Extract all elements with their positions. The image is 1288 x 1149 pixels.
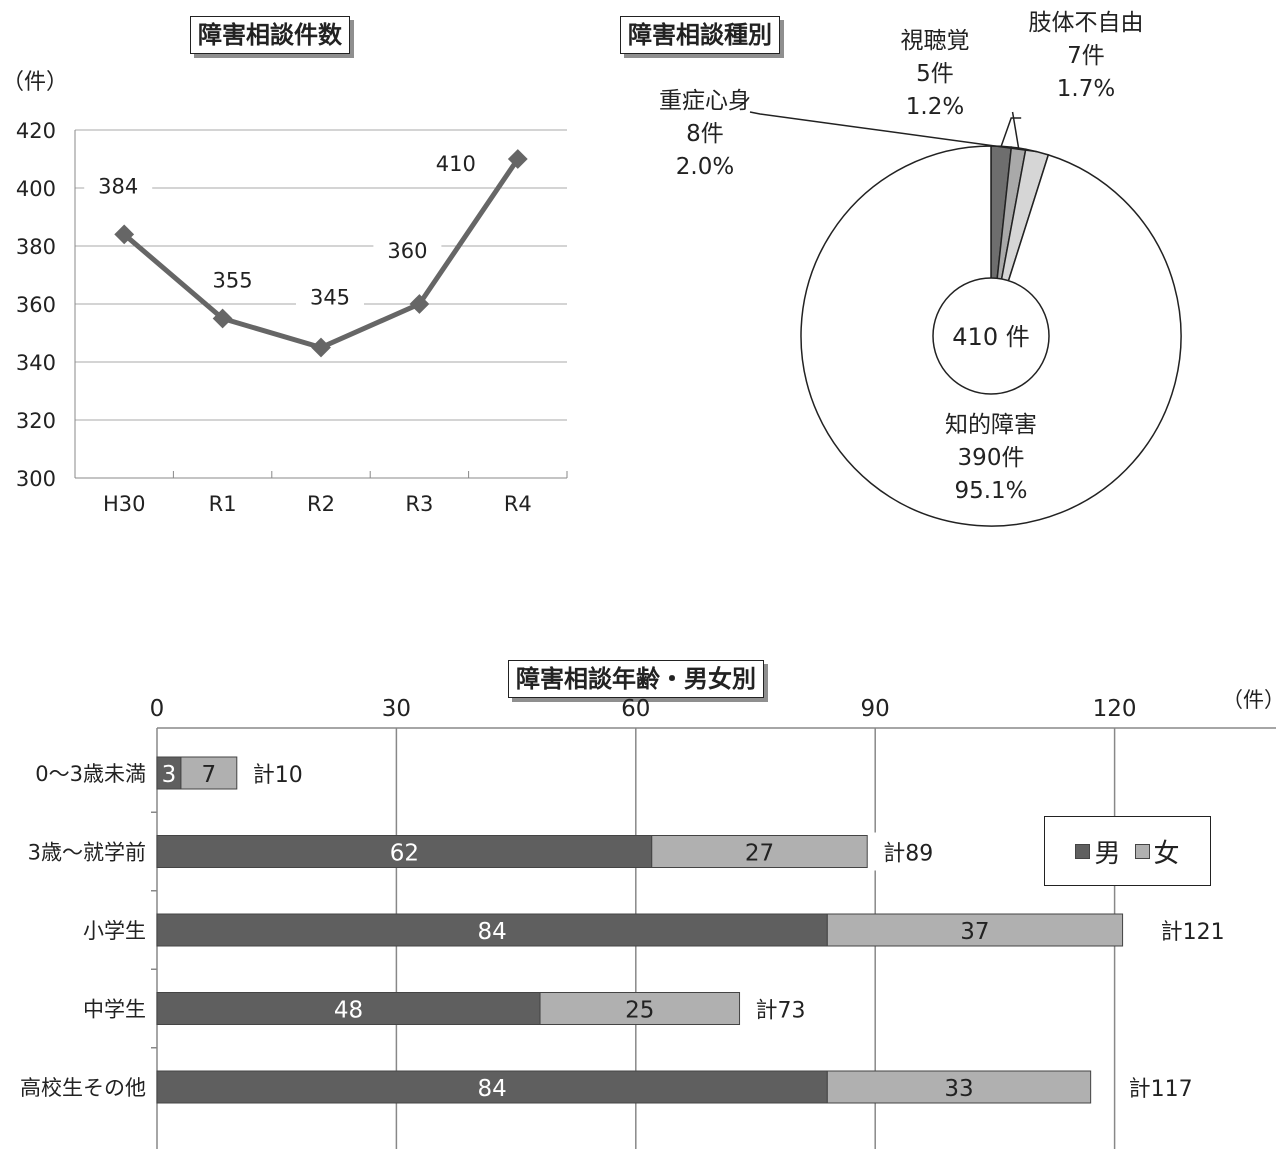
y-tick-label: 360: [16, 293, 56, 317]
x-tick-label: 0: [150, 696, 165, 722]
bar-segment-female: [539, 992, 741, 1025]
data-label-bg: [373, 237, 442, 265]
bar-data-label: 62: [390, 841, 419, 867]
y-tick-label: 420: [16, 119, 56, 143]
x-tick-label: R2: [307, 492, 335, 516]
data-point-marker: [114, 224, 135, 245]
data-label-bg: [296, 283, 364, 312]
pie-chart: 410 件 肢体不自由 7件 1.7% 視聴覚 5件 1.2% 重症心身 8件 2.0% 知的障害 3…: [659, 10, 1182, 527]
data-label: 360: [387, 239, 427, 263]
pie-label-name: 肢体不自由: [1029, 10, 1144, 36]
bar-data-label: 48: [334, 998, 363, 1024]
pie-center-label: 410 件: [952, 323, 1029, 351]
pie-leader-line: [1000, 117, 1022, 147]
y-tick-label: 3歳～就学前: [28, 841, 146, 865]
line-chart-unit-label: （件）: [2, 70, 69, 95]
x-tick-label: R4: [504, 492, 532, 516]
y-tick-label: 中学生: [83, 998, 146, 1022]
bar-total-label: 計10: [253, 763, 303, 788]
y-tick-label: 0～3歳未満: [35, 762, 146, 786]
data-label: 345: [310, 286, 350, 310]
bar-segment-female: [826, 913, 1124, 947]
x-tick-label: 120: [1093, 696, 1137, 722]
bar-chart-title: 障害相談年齢・男女別: [508, 660, 764, 698]
legend-item-female: 女: [1134, 833, 1180, 870]
x-tick-label: 30: [382, 696, 411, 722]
pie-label-name: 知的障害: [945, 412, 1037, 438]
bar-data-label: 33: [944, 1076, 973, 1102]
bar-data-label: 7: [202, 762, 217, 788]
x-tick-label: 60: [621, 696, 650, 722]
data-label: 410: [436, 152, 476, 176]
bar-data-label: 27: [745, 841, 774, 867]
bar-total-label: 計121: [1161, 920, 1225, 945]
data-label-bg: [84, 172, 153, 201]
bar-chart-legend: 男 女: [1044, 816, 1211, 886]
y-tick-label: 小学生: [83, 919, 146, 943]
bar-segment-male: [156, 1070, 828, 1104]
bar-segment-male: [156, 992, 541, 1025]
data-label-bg: [198, 266, 267, 295]
x-tick-label: H30: [103, 492, 146, 516]
pie-label-count: 8件: [686, 121, 724, 147]
pie-label-percent: 2.0%: [676, 154, 734, 180]
pie-center-hole: [932, 277, 1050, 395]
data-label: 355: [213, 269, 253, 293]
pie-label-percent: 95.1%: [954, 478, 1027, 504]
line-chart-title: 障害相談件数: [190, 16, 350, 54]
y-tick-label: 300: [16, 467, 56, 491]
legend-label-female: 女: [1153, 838, 1180, 869]
line-chart: 300 320 340 360 380 400 420 H30 R1 R2 R3 R4 384 355 34…: [16, 119, 568, 516]
pie-label-percent: 1.7%: [1057, 76, 1115, 102]
data-point-marker: [409, 294, 430, 314]
legend-swatch-male: [1075, 843, 1091, 859]
y-tick-label: 340: [16, 351, 56, 375]
bar-data-label: 84: [478, 919, 507, 945]
bar-data-label: 37: [960, 919, 989, 945]
bar-total-label: 計117: [1129, 1077, 1193, 1102]
x-tick-label: R3: [405, 492, 433, 516]
y-tick-label: 高校生その他: [20, 1076, 146, 1100]
data-label: 384: [98, 174, 138, 198]
bar-total-label: 計73: [756, 999, 806, 1024]
pie-label-name: 視聴覚: [901, 28, 970, 54]
x-tick-label: R1: [209, 492, 237, 516]
y-tick-label: 320: [16, 409, 56, 433]
bar-segment-female: [826, 1070, 1092, 1104]
pie-leader-line: [1011, 111, 1020, 149]
data-label-bg: [421, 150, 490, 178]
bar-segment-male: [156, 835, 653, 868]
pie-chart-title: 障害相談種別: [620, 16, 780, 54]
bar-data-label: 84: [478, 1076, 507, 1102]
pie-label-name: 重症心身: [659, 88, 751, 114]
pie-label-count: 390件: [958, 445, 1025, 471]
legend-item-male: 男: [1075, 833, 1121, 870]
bar-segment-male: [156, 913, 828, 947]
pie-label-percent: 1.2%: [906, 94, 964, 120]
bar-total-label: 計89: [883, 842, 933, 867]
pie-label-count: 7件: [1067, 43, 1105, 69]
pie-label-count: 5件: [916, 61, 954, 87]
bar-data-label: 25: [625, 998, 654, 1024]
y-tick-label: 380: [16, 235, 56, 259]
data-point-marker: [212, 308, 233, 329]
bar-chart-unit-label: （件）: [1222, 688, 1285, 712]
data-point-marker: [311, 337, 331, 358]
bar-segment-female: [180, 756, 238, 790]
total-label-bg: [873, 832, 944, 871]
y-tick-label: 400: [16, 177, 56, 201]
pie-leader-line: [749, 111, 1038, 153]
x-tick-label: 90: [861, 696, 890, 722]
legend-swatch-female: [1134, 843, 1150, 859]
bar-segment-female: [651, 835, 868, 868]
bar-data-label: 3: [162, 762, 177, 788]
legend-label-male: 男: [1094, 838, 1121, 869]
